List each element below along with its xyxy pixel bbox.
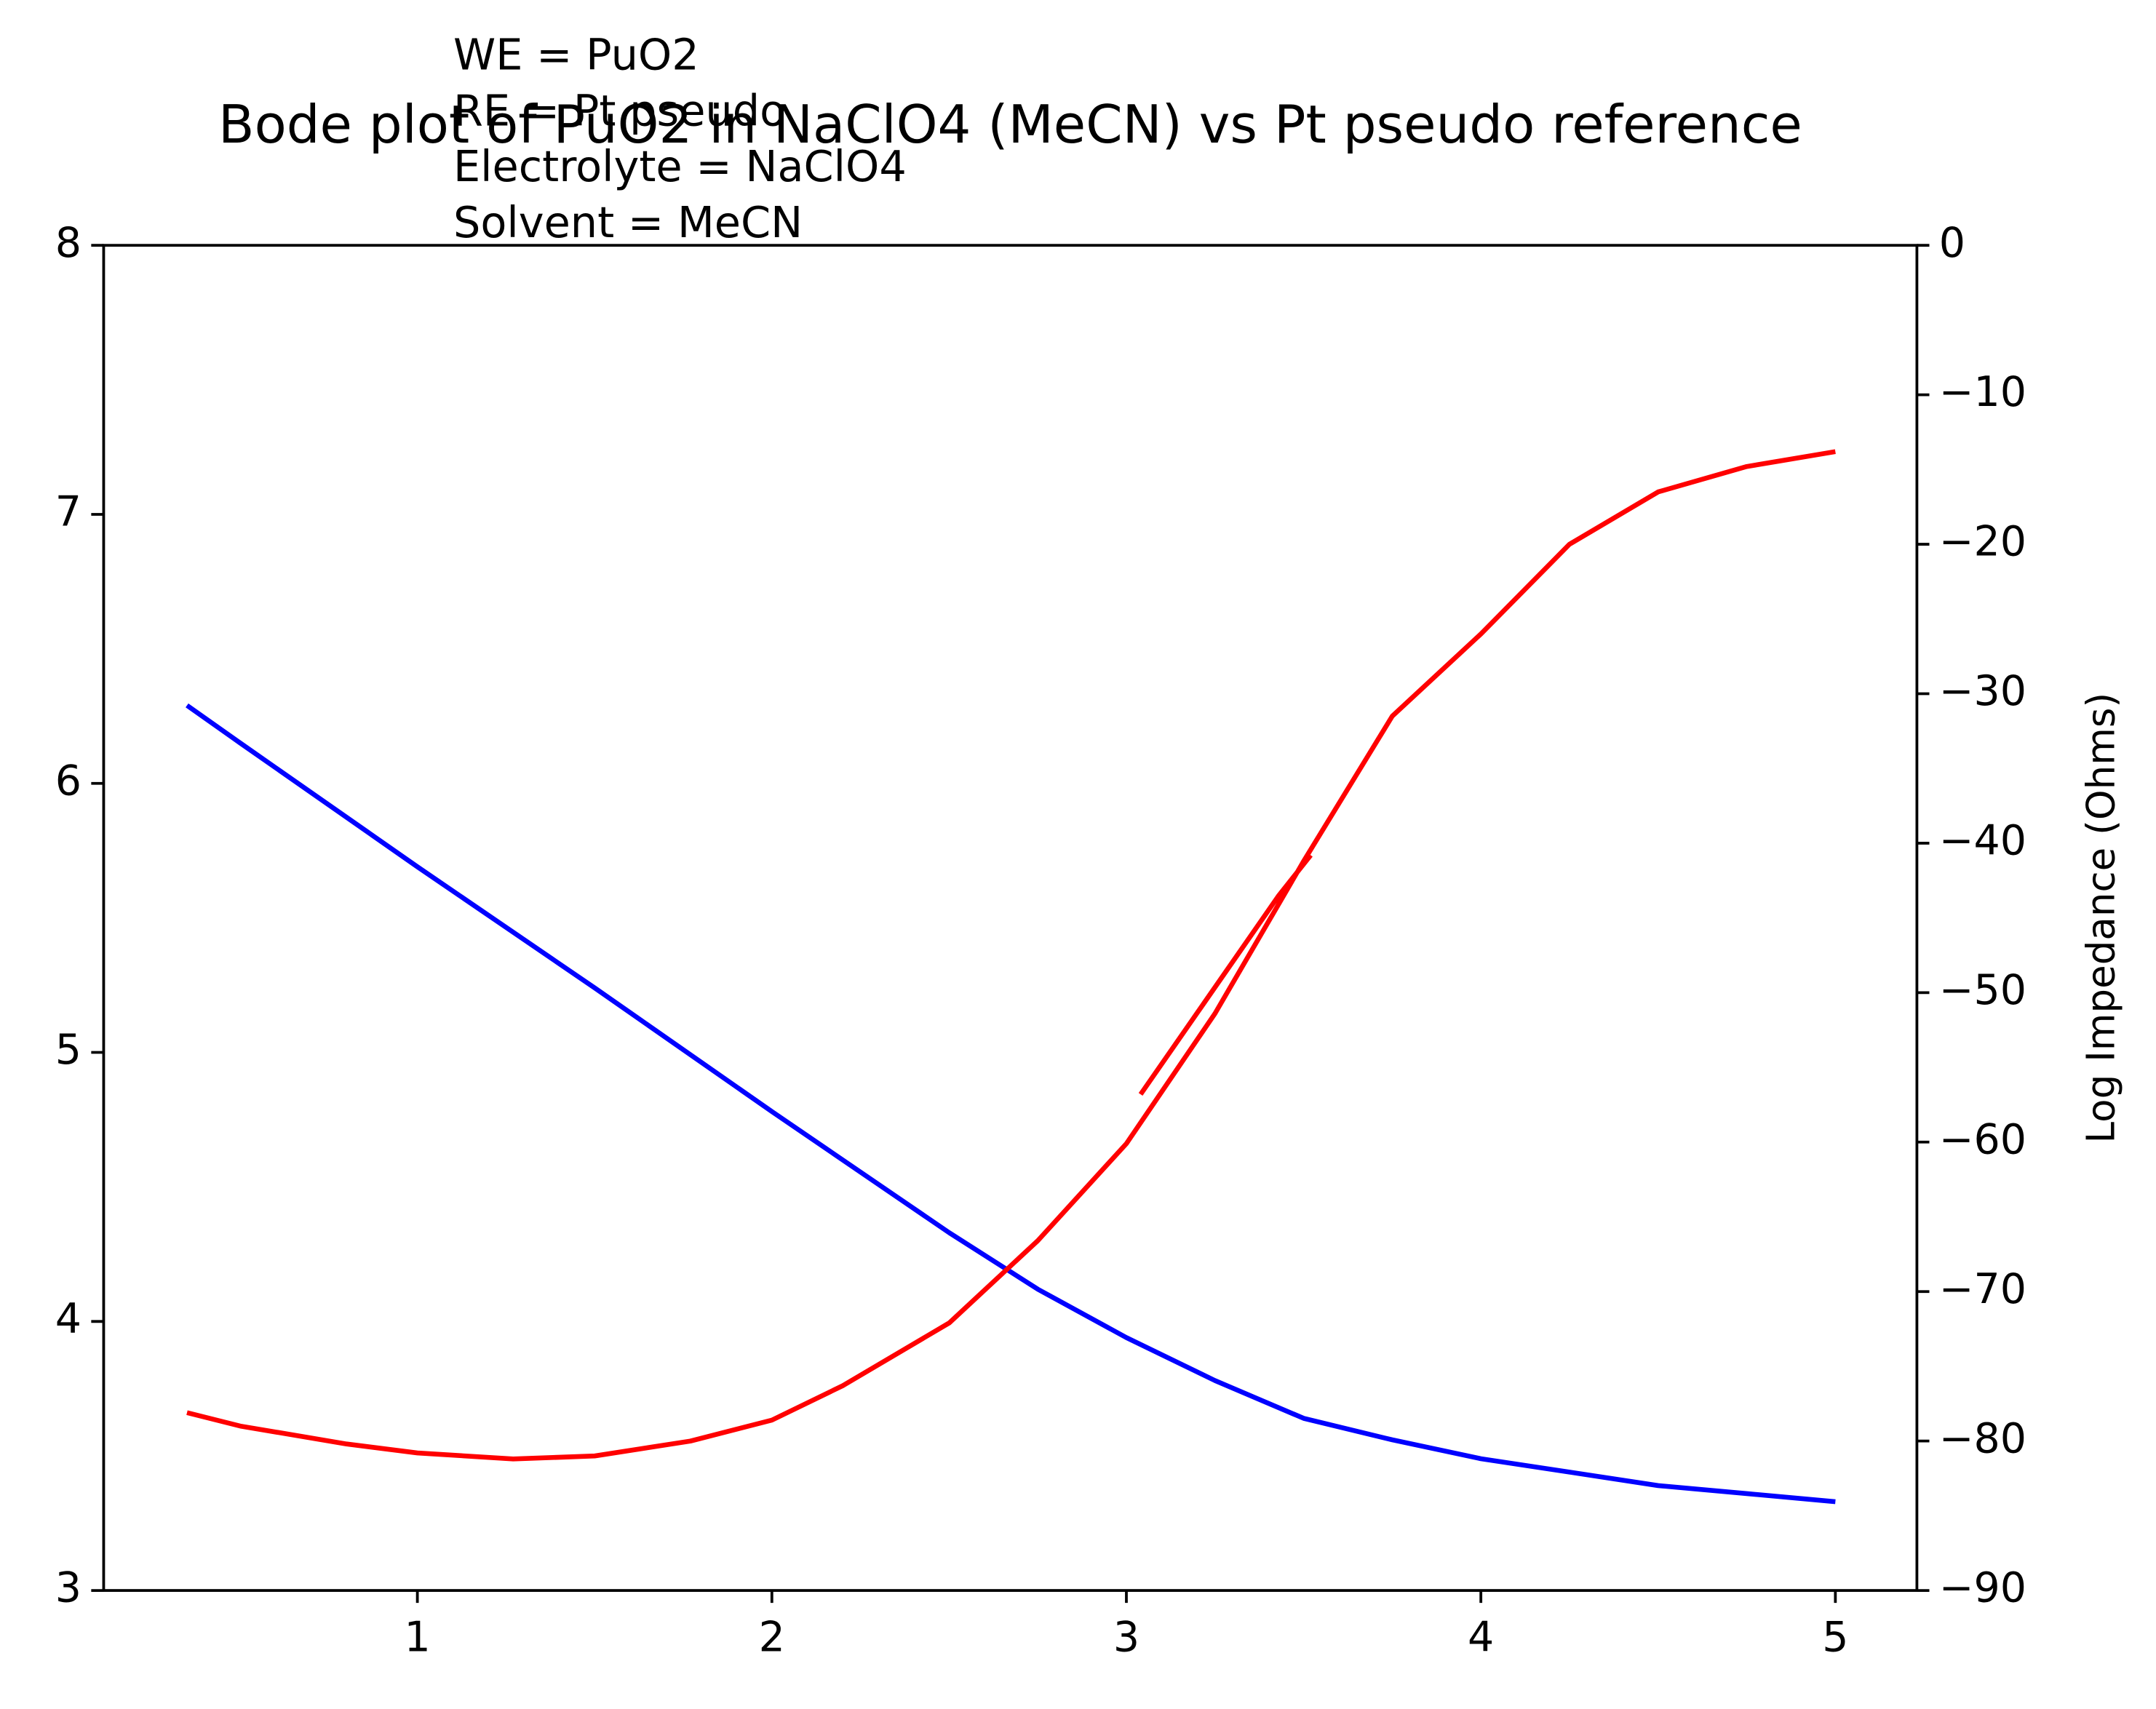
y2-tick-label: −80 — [1939, 1414, 2026, 1462]
y2-tick-label: −60 — [1939, 1115, 2026, 1163]
x-tick-label: 3 — [1113, 1614, 1139, 1662]
x-tick-label: 1 — [404, 1614, 430, 1662]
series-line — [186, 449, 1836, 1462]
y2-axis-label: Log Impedance (Ohms) — [2078, 693, 2123, 1144]
y-tick-label: 5 — [55, 1026, 81, 1074]
y2-tick-label: −40 — [1939, 817, 2026, 865]
y2-tick-label: −90 — [1939, 1564, 2026, 1612]
annotation: Electrolyte = NaClO4 — [453, 141, 907, 191]
annotation: Solvent = MeCN — [453, 197, 803, 247]
y2-tick-label: −50 — [1939, 966, 2026, 1014]
y2-tick-label: −10 — [1939, 368, 2026, 416]
y2-tick-label: 0 — [1939, 219, 1965, 267]
x-tick-label: 4 — [1468, 1614, 1494, 1662]
annotation: WE = PuO2 — [453, 30, 699, 80]
y-tick-label: 8 — [55, 219, 81, 267]
series-line — [186, 703, 1836, 1505]
y-tick-label: 6 — [55, 757, 81, 805]
y-tick-label: 4 — [55, 1295, 81, 1343]
y2-tick-label: −20 — [1939, 518, 2026, 566]
plot-frame — [102, 244, 1919, 1592]
y2-tick-label: −30 — [1939, 667, 2026, 715]
chart-title: Bode plot of PuO2 in NaClO4 (MeCN) vs Pt… — [218, 94, 1802, 155]
annotation: RE = Pt pseudo — [453, 85, 786, 135]
y2-tick-label: −70 — [1939, 1265, 2026, 1313]
y-tick-label: 7 — [55, 488, 81, 536]
x-tick-label: 2 — [759, 1614, 785, 1662]
y-tick-label: 3 — [55, 1564, 81, 1612]
x-tick-label: 5 — [1822, 1614, 1848, 1662]
